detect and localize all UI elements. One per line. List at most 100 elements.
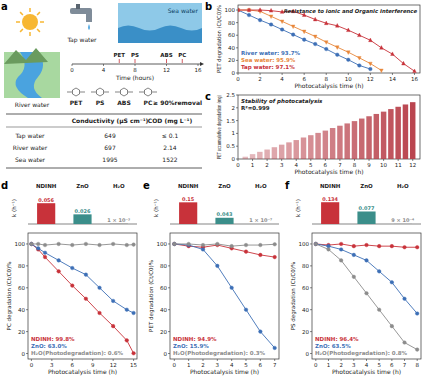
x-tick-label: 2 — [265, 162, 269, 168]
marker — [244, 243, 248, 247]
x-axis-label: Photocatalysis time (h) — [48, 368, 117, 376]
y-axis-label: PET degradation (Ct/C0)% — [216, 5, 223, 73]
polymer-label: PC — [144, 99, 153, 106]
bar — [37, 203, 55, 224]
x-tick-label: 7 — [273, 362, 277, 368]
y-tick-label: 0 — [164, 351, 168, 357]
x-tick-label: 1 — [251, 162, 255, 168]
polymer-label: PS — [96, 99, 105, 106]
series-line — [316, 244, 417, 350]
polymer-structure — [145, 88, 152, 96]
table-cell: 2.14 — [163, 144, 177, 151]
marker — [57, 242, 61, 246]
x-tick-label: 12 — [367, 76, 374, 82]
plot-area — [238, 8, 416, 73]
y-axis-label: k (h⁻¹) — [11, 199, 17, 217]
x-tick — [412, 159, 413, 161]
marker — [365, 259, 369, 263]
x-tick — [188, 359, 189, 361]
bar — [257, 152, 262, 159]
bar — [366, 116, 371, 159]
x-tick — [174, 359, 175, 361]
x-tick — [72, 359, 73, 361]
marker — [339, 242, 343, 246]
data-label: 0.026 — [75, 208, 91, 214]
y-tick-label: 100 — [225, 7, 236, 13]
marker — [132, 311, 136, 315]
bar — [330, 128, 335, 159]
marker — [313, 17, 317, 21]
polymer-structure — [121, 88, 128, 96]
y-tick — [26, 287, 28, 288]
legend-label: Sea water: 95.9% — [241, 57, 296, 63]
x-tick — [260, 359, 261, 361]
x-tick — [133, 359, 134, 361]
bar — [321, 202, 339, 224]
legend-label: NDINH: 96.4% — [315, 336, 359, 342]
x-tick — [92, 359, 93, 361]
x-axis-label: Photocatalysis time (h) — [294, 168, 363, 176]
bar — [374, 114, 379, 159]
bar — [250, 154, 255, 159]
y-axis-label: PS degradation (Ct/C0)% — [290, 262, 297, 330]
table-cell: 1522 — [162, 156, 177, 163]
x-tick — [260, 73, 261, 75]
bar — [179, 202, 197, 224]
legend-label: Tap water: 97.1% — [241, 64, 295, 71]
marker — [111, 242, 115, 246]
y-tick-label: 1 — [232, 130, 236, 136]
bar — [403, 104, 408, 159]
polymer-structure — [97, 88, 104, 96]
mountain — [4, 48, 48, 64]
timeline-axis — [72, 64, 202, 65]
bar — [323, 131, 328, 159]
bar — [395, 107, 400, 159]
chart-title: Resistance to Ionic and Organic Interfer… — [284, 8, 418, 15]
event-label: ABS — [160, 52, 172, 58]
timeline-tick-label: 8 — [133, 67, 137, 73]
timeline-tick-label: 4 — [102, 67, 106, 73]
marker — [369, 62, 373, 66]
sun-ray — [16, 21, 20, 23]
bar — [272, 147, 277, 159]
marker — [302, 38, 306, 42]
x-tick — [328, 359, 329, 361]
table-cell: 649 — [104, 132, 116, 139]
marker — [269, 23, 273, 27]
polymer-label: PET — [70, 99, 83, 106]
y-tick-label: 20 — [228, 57, 235, 63]
marker — [291, 33, 295, 37]
marker — [259, 330, 263, 334]
event-marker — [135, 59, 136, 63]
x-tick — [392, 73, 393, 75]
marker — [314, 242, 318, 246]
marker — [358, 64, 362, 68]
x-tick — [383, 159, 384, 161]
marker — [273, 242, 277, 246]
timeline-tick-label: 16 — [195, 67, 202, 73]
table-cell: 697 — [104, 144, 116, 151]
panel-letter: d — [1, 180, 8, 191]
sun-ray — [20, 12, 23, 15]
timeline-tick — [72, 64, 73, 66]
timeline-tick — [135, 64, 136, 66]
bar — [357, 211, 375, 224]
category-label: NDINH — [178, 183, 199, 189]
marker — [335, 53, 339, 57]
legend-label: ZnO: 63.5% — [315, 343, 351, 349]
y-tick — [168, 331, 170, 332]
water-drop — [88, 24, 90, 30]
marker — [30, 242, 34, 246]
y-axis-label: PC degradation (Ct/C0)% — [6, 262, 13, 331]
y-tick-label: 20 — [18, 329, 25, 335]
y-tick — [310, 243, 312, 244]
marker — [358, 56, 362, 60]
marker — [247, 9, 251, 13]
table-row-label: Sea water — [15, 156, 46, 163]
marker — [84, 297, 88, 301]
y-tick — [310, 353, 312, 354]
y-tick — [236, 47, 238, 48]
polymer-bond — [139, 92, 144, 93]
marker — [335, 24, 339, 28]
series-line — [31, 244, 133, 353]
